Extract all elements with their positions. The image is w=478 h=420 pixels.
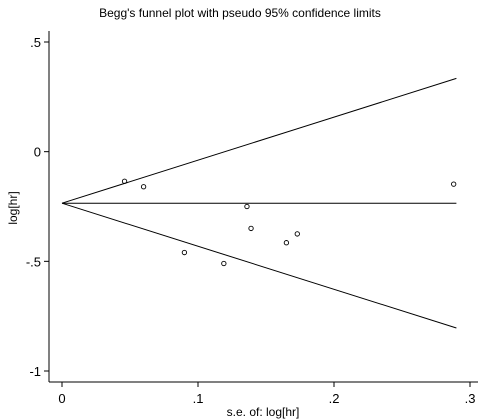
data-points [121,178,457,267]
data-point [283,240,290,246]
x-tick-label: .1 [193,391,204,406]
x-tick-label: 0 [58,391,65,406]
lower-confidence-limit-line [61,202,457,329]
data-point [244,203,250,210]
x-tick-label: .3 [465,391,476,406]
data-point [121,178,128,184]
data-point [248,225,254,232]
y-tick-label: 0 [34,145,41,160]
data-point [140,184,147,190]
data-point [221,260,227,267]
y-tick-label: .5 [30,35,41,50]
data-point [181,249,188,256]
data-point [294,231,300,237]
y-axis-label: log[hr] [6,191,20,224]
data-point [451,181,457,187]
x-axis-label: s.e. of: log[hr] [227,405,300,419]
chart-title: Begg's funnel plot with pseudo 95% confi… [99,6,381,20]
x-tick-label: .2 [329,391,340,406]
y-tick-label: -.5 [26,254,41,269]
upper-confidence-limit-line [61,77,457,204]
confidence-lines [61,77,457,329]
x-axis-ticks: 0 .1 .2 .3 [58,382,475,406]
y-tick-label: -1 [29,364,41,379]
y-axis-ticks: .5 0 -.5 -1 [26,35,49,379]
